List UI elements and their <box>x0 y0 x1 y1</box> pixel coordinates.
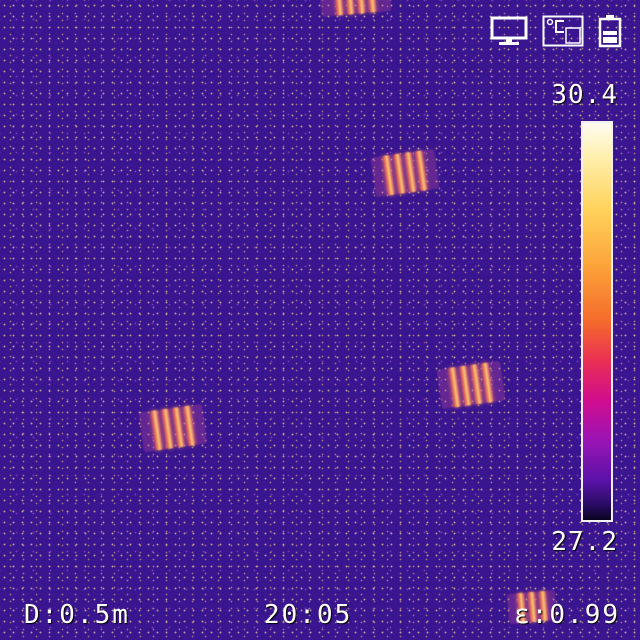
distance-readout: D:0.5m <box>24 600 130 630</box>
hotspot-top-edge <box>318 0 392 17</box>
emissivity-readout: ε:0.99 <box>514 600 620 630</box>
scale-min-temperature: 27.2 <box>551 527 618 557</box>
battery-icon <box>598 14 622 52</box>
temperature-unit-icon[interactable] <box>542 15 584 51</box>
color-palette-bar <box>581 121 613 522</box>
hotspot-middle-right <box>436 360 506 410</box>
bottom-status-bar: D:0.5m 20:05 ε:0.99 <box>0 600 640 634</box>
status-icons <box>490 14 622 52</box>
monitor-icon[interactable] <box>490 16 528 50</box>
clock-readout: 20:05 <box>264 600 353 630</box>
scale-max-temperature: 30.4 <box>551 80 618 110</box>
hotspot-upper <box>370 148 440 198</box>
hotspot-lower-left <box>138 403 208 453</box>
